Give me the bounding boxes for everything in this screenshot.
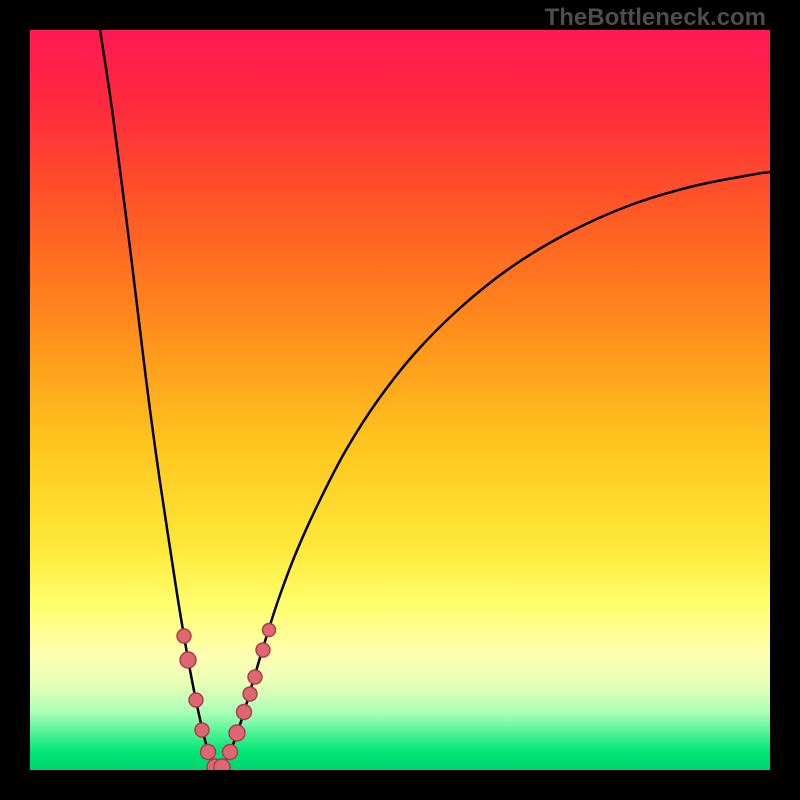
marker-point: [248, 670, 262, 684]
marker-point: [177, 629, 191, 643]
marker-point: [237, 705, 252, 720]
bottleneck-curve: [30, 30, 770, 770]
marker-point: [180, 652, 196, 668]
marker-point: [189, 693, 203, 707]
curve-left-branch: [100, 30, 218, 770]
marker-point: [223, 745, 238, 760]
marker-point: [201, 745, 216, 760]
marker-point: [229, 725, 245, 741]
chart-canvas: TheBottleneck.com: [0, 0, 800, 800]
marker-point: [243, 687, 257, 701]
marker-point: [195, 723, 209, 737]
marker-point: [214, 759, 230, 770]
watermark-text: TheBottleneck.com: [545, 4, 766, 32]
marker-point: [256, 643, 270, 657]
plot-area: [30, 30, 770, 770]
marker-point: [263, 624, 276, 637]
curve-right-branch: [218, 172, 770, 770]
